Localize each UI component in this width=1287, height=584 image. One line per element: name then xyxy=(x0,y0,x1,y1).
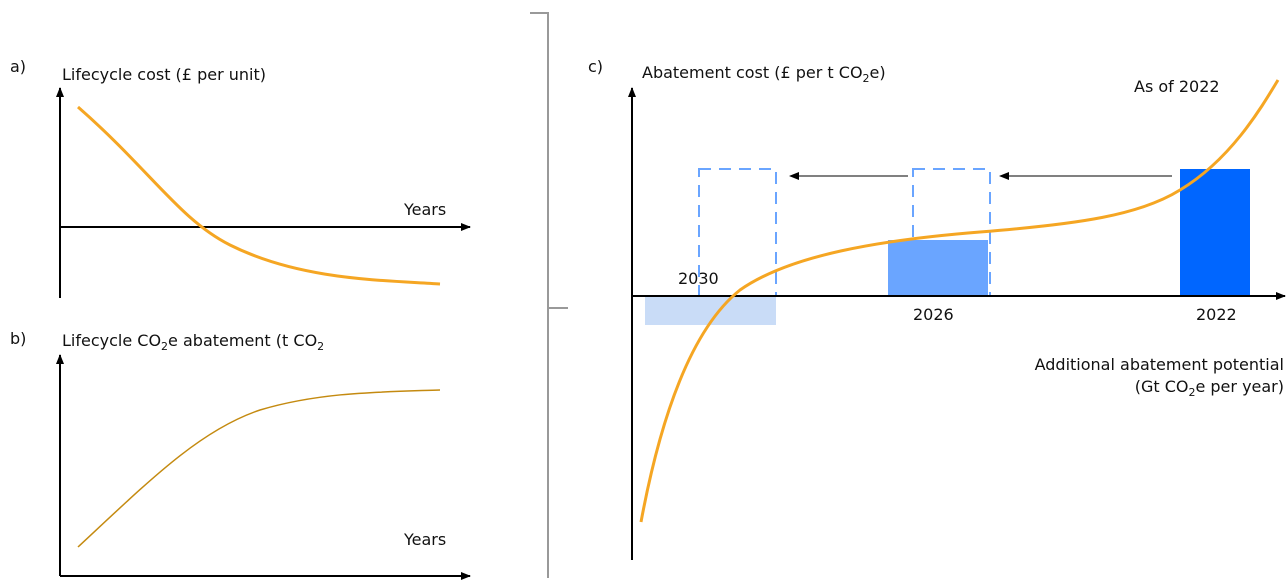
divider xyxy=(530,12,549,578)
bar-label: 2022 xyxy=(1196,305,1237,324)
axis-label: Years xyxy=(403,200,446,219)
panel-title: Lifecycle CO2e abatement (t CO2 xyxy=(62,331,324,353)
bar-label: 2026 xyxy=(913,305,954,324)
curve xyxy=(77,105,441,286)
axis-label: Years xyxy=(403,530,446,549)
curve xyxy=(639,79,1280,523)
bar-label: 2030 xyxy=(678,269,719,288)
curve xyxy=(77,389,441,548)
annotation: As of 2022 xyxy=(1134,77,1220,96)
panel-label: c) xyxy=(588,57,603,76)
panel-label: a) xyxy=(10,57,26,76)
panel-title: Lifecycle cost (£ per unit) xyxy=(62,65,266,84)
axis-label: Additional abatement potential xyxy=(1035,355,1284,374)
panel-label: b) xyxy=(10,329,26,348)
panel-title: Abatement cost (£ per t CO2e) xyxy=(642,63,886,85)
bar xyxy=(1180,169,1250,296)
bar xyxy=(888,240,988,296)
axis-label: (Gt CO2e per year) xyxy=(1135,377,1284,399)
